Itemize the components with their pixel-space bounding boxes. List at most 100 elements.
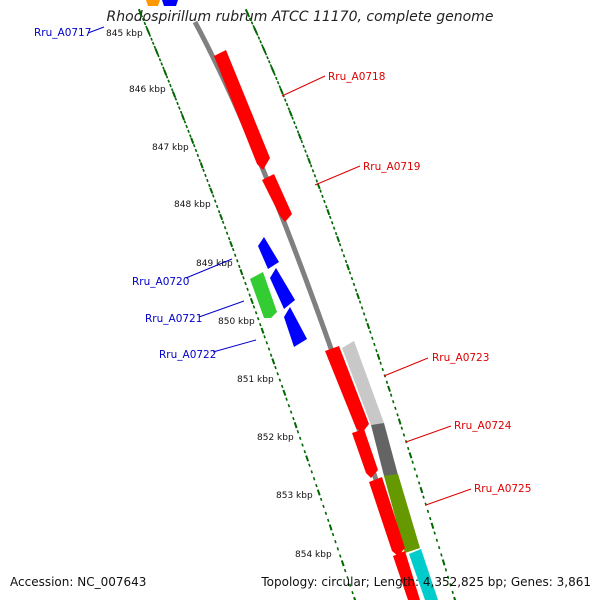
scale-tick-inner xyxy=(339,554,342,558)
scale-tick-inner xyxy=(196,153,200,158)
scale-tick-inner xyxy=(179,110,183,115)
gene-label-Rru_A0720[interactable]: Rru_A0720 xyxy=(132,276,189,288)
gene-cyan[interactable] xyxy=(409,549,438,600)
scale-tick-outer xyxy=(279,88,284,95)
scale-tick-inner xyxy=(248,293,251,297)
scale-tick-outer xyxy=(340,248,344,252)
scale-tick-inner xyxy=(260,327,265,334)
scale-tick-inner xyxy=(208,183,211,188)
scale-tick-inner xyxy=(206,178,209,183)
scale-tick-outer xyxy=(309,164,313,168)
gene-Rru_A0721[interactable] xyxy=(250,272,277,318)
gene-red-bottom[interactable] xyxy=(393,551,420,600)
scale-tick-inner xyxy=(287,403,291,408)
gene-Rru_A0720-a[interactable] xyxy=(258,237,279,269)
scale-tick-outer xyxy=(441,559,446,566)
scale-tick-inner xyxy=(351,590,354,595)
gene-orange[interactable] xyxy=(146,0,160,6)
kbp-label: 850 kbp xyxy=(218,317,255,327)
scale-tick-outer xyxy=(336,235,341,243)
scale-tick-inner xyxy=(305,455,310,462)
gene-Rru_A0719[interactable] xyxy=(262,174,292,222)
scale-tick-outer xyxy=(342,254,346,258)
scale-tick-outer xyxy=(408,452,413,459)
gene-label-Rru_A0718[interactable]: Rru_A0718 xyxy=(328,71,385,83)
scale-tick-inner xyxy=(153,45,157,50)
gene-label-Rru_A0724[interactable]: Rru_A0724 xyxy=(454,420,512,432)
scale-tick-inner xyxy=(316,489,321,496)
scale-tick-inner xyxy=(242,276,245,280)
gene-label-Rru_A0722[interactable]: Rru_A0722 xyxy=(159,349,216,361)
scale-tick-inner xyxy=(156,53,160,58)
scale-tick-inner xyxy=(308,463,311,467)
scale-tick-inner xyxy=(167,79,171,83)
scale-tick-outer xyxy=(354,288,358,292)
scale-tick-inner xyxy=(340,560,345,567)
scale-tick-inner xyxy=(244,281,247,286)
scale-tick-inner xyxy=(225,231,229,235)
scale-tick-outer xyxy=(400,426,404,430)
scale-tick-outer xyxy=(422,495,425,499)
leader-line xyxy=(87,26,105,34)
scale-tick-inner xyxy=(285,397,288,401)
scale-tick-inner xyxy=(170,88,174,92)
kbp-label: 852 kbp xyxy=(257,433,294,443)
gene-label-Rru_A0719[interactable]: Rru_A0719 xyxy=(363,161,420,173)
scale-tick-outer xyxy=(407,446,410,451)
scale-tick-outer xyxy=(389,393,393,397)
scale-tick-outer xyxy=(273,72,276,76)
scale-tick-outer xyxy=(346,263,350,271)
gene-Rru_A0720[interactable] xyxy=(270,268,295,309)
scale-tick-outer xyxy=(313,174,317,178)
scale-tick-inner xyxy=(178,106,181,110)
gene-label-Rru_A0725[interactable]: Rru_A0725 xyxy=(474,483,531,495)
gene-Rru_A0722[interactable] xyxy=(284,307,307,347)
scale-tick-outer xyxy=(356,292,360,300)
gene-Rru_A0717[interactable] xyxy=(162,0,178,6)
scale-tick-outer xyxy=(296,130,300,134)
scale-tick-inner xyxy=(267,347,271,351)
scale-tick-outer xyxy=(413,467,416,471)
gene-Rru_A0718[interactable] xyxy=(214,50,270,170)
scale-tick-inner xyxy=(239,268,244,276)
scale-tick-inner xyxy=(252,305,256,309)
scale-tick-inner xyxy=(265,341,269,345)
scale-tick-inner xyxy=(231,247,235,252)
scale-tick-outer xyxy=(397,418,402,425)
gene-Rru_A0723-track[interactable] xyxy=(342,341,384,425)
scale-tick-inner xyxy=(236,259,239,263)
scale-tick-outer xyxy=(440,553,443,557)
scale-tick-outer xyxy=(321,194,324,198)
gene-label-Rru_A0717[interactable]: Rru_A0717 xyxy=(34,27,91,39)
scale-tick-inner xyxy=(180,114,186,121)
scale-tick-inner xyxy=(171,91,177,98)
scale-tick-outer xyxy=(261,46,267,53)
scale-tick-outer xyxy=(315,179,319,183)
scale-tick-inner xyxy=(160,62,164,66)
gene-olive[interactable] xyxy=(384,474,420,553)
scale-tick-outer xyxy=(392,400,395,404)
gene-dark-gray[interactable] xyxy=(371,423,398,476)
scale-tick-inner xyxy=(162,66,165,70)
gene-Rru_A0723[interactable] xyxy=(325,346,369,433)
scale-tick-outer xyxy=(453,596,457,600)
scale-tick-inner xyxy=(322,504,325,509)
scale-tick-outer xyxy=(338,242,342,247)
scale-tick-inner xyxy=(211,194,215,198)
scale-tick-outer xyxy=(294,125,298,129)
scale-tick-inner xyxy=(324,511,328,516)
gene-Rru_A0724[interactable] xyxy=(352,429,378,478)
gene-label-Rru_A0723[interactable]: Rru_A0723 xyxy=(432,352,489,364)
kbp-label: 848 kbp xyxy=(174,200,211,210)
scale-tick-inner xyxy=(209,187,214,194)
gene-Rru_A0725[interactable] xyxy=(369,477,405,556)
scale-tick-outer xyxy=(364,318,368,322)
scale-tick-inner xyxy=(246,287,249,291)
scale-tick-inner xyxy=(187,129,190,133)
scale-tick-inner xyxy=(204,173,207,178)
scale-tick-outer xyxy=(381,367,384,372)
leader-line xyxy=(185,258,233,279)
gene-label-Rru_A0721[interactable]: Rru_A0721 xyxy=(145,313,202,325)
leader-line xyxy=(314,165,361,186)
